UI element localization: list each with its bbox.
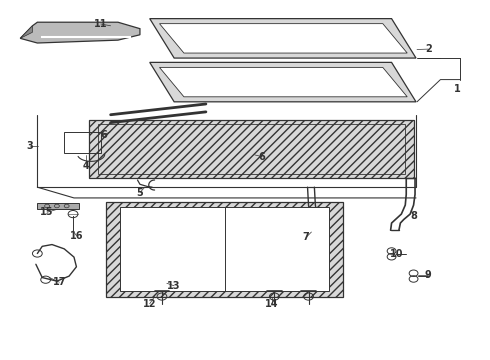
Text: 12: 12 <box>143 299 156 309</box>
Text: 7: 7 <box>303 232 310 242</box>
Text: 10: 10 <box>390 248 403 258</box>
Polygon shape <box>20 22 140 43</box>
Text: 3: 3 <box>26 141 33 151</box>
Polygon shape <box>37 203 79 209</box>
Polygon shape <box>159 67 407 97</box>
Text: 6: 6 <box>259 152 266 162</box>
Polygon shape <box>89 120 414 178</box>
Text: 8: 8 <box>410 211 417 221</box>
Text: 11: 11 <box>94 19 108 29</box>
Polygon shape <box>121 207 329 291</box>
Text: 16: 16 <box>70 231 83 240</box>
Text: 6: 6 <box>100 130 107 140</box>
Text: 5: 5 <box>137 188 143 198</box>
Polygon shape <box>150 19 416 58</box>
Text: 9: 9 <box>425 270 432 280</box>
Polygon shape <box>20 26 32 39</box>
Text: 2: 2 <box>425 44 432 54</box>
Text: 17: 17 <box>52 277 66 287</box>
Polygon shape <box>159 24 407 53</box>
Text: 15: 15 <box>40 207 54 217</box>
Polygon shape <box>106 202 343 297</box>
Polygon shape <box>150 62 416 102</box>
Text: 14: 14 <box>265 299 279 309</box>
Text: 1: 1 <box>454 84 461 94</box>
Text: 4: 4 <box>83 161 90 171</box>
Text: 13: 13 <box>168 281 181 291</box>
